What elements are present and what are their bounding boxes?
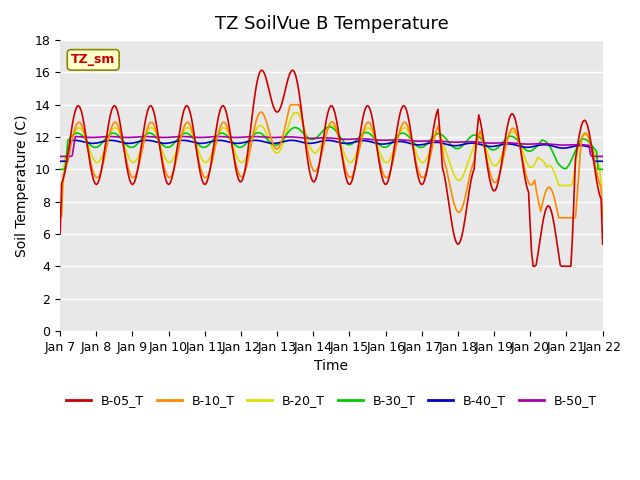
B-30_T (123, 142, 131, 148)
B-30_T (245, 137, 253, 143)
B-10_T (245, 153, 253, 158)
B-05_T (56, 230, 64, 236)
B-20_T (245, 147, 253, 153)
B-40_T (56, 158, 64, 164)
B-20_T (291, 110, 298, 116)
B-05_T (529, 264, 537, 269)
Y-axis label: Soil Temperature (C): Soil Temperature (C) (15, 114, 29, 257)
B-05_T (123, 163, 131, 169)
B-30_T (236, 144, 244, 150)
B-10_T (570, 215, 578, 221)
B-50_T (246, 134, 254, 140)
B-10_T (56, 215, 64, 221)
B-05_T (599, 241, 607, 247)
B-20_T (236, 159, 244, 165)
B-50_T (56, 154, 64, 159)
B-30_T (599, 167, 607, 172)
Line: B-50_T: B-50_T (60, 136, 603, 156)
B-40_T (324, 137, 332, 143)
B-10_T (218, 120, 226, 126)
B-50_T (220, 134, 227, 140)
B-30_T (325, 124, 333, 130)
B-20_T (295, 111, 303, 117)
B-30_T (56, 167, 64, 172)
Line: B-20_T: B-20_T (60, 113, 603, 185)
B-40_T (599, 158, 607, 164)
B-05_T (236, 179, 244, 185)
B-40_T (570, 144, 578, 149)
Legend: B-05_T, B-10_T, B-20_T, B-30_T, B-40_T, B-50_T: B-05_T, B-10_T, B-20_T, B-30_T, B-40_T, … (61, 389, 602, 412)
B-05_T (289, 67, 297, 73)
B-20_T (218, 126, 226, 132)
B-05_T (572, 156, 579, 162)
B-50_T (570, 142, 578, 147)
B-05_T (218, 103, 226, 109)
B-30_T (294, 125, 301, 131)
B-10_T (123, 158, 131, 164)
X-axis label: Time: Time (314, 359, 348, 373)
B-50_T (599, 154, 607, 159)
B-05_T (245, 139, 253, 145)
B-40_T (218, 138, 226, 144)
B-10_T (287, 102, 295, 108)
B-20_T (599, 182, 607, 188)
B-05_T (295, 89, 303, 95)
B-20_T (56, 182, 64, 188)
B-50_T (237, 134, 245, 140)
Text: TZ_sm: TZ_sm (71, 53, 115, 66)
Title: TZ SoilVue B Temperature: TZ SoilVue B Temperature (214, 15, 448, 33)
B-40_T (294, 138, 301, 144)
B-20_T (570, 172, 578, 178)
B-40_T (236, 140, 244, 146)
B-10_T (236, 173, 244, 179)
B-40_T (245, 138, 253, 144)
Line: B-05_T: B-05_T (60, 70, 603, 266)
B-30_T (570, 152, 578, 157)
B-30_T (218, 130, 226, 136)
Line: B-30_T: B-30_T (60, 127, 603, 169)
B-40_T (123, 140, 131, 146)
B-50_T (295, 135, 303, 141)
B-20_T (123, 149, 131, 155)
B-10_T (599, 215, 607, 221)
Line: B-40_T: B-40_T (60, 140, 603, 161)
B-50_T (124, 134, 132, 140)
B-10_T (295, 102, 303, 108)
B-50_T (106, 133, 114, 139)
Line: B-10_T: B-10_T (60, 105, 603, 218)
